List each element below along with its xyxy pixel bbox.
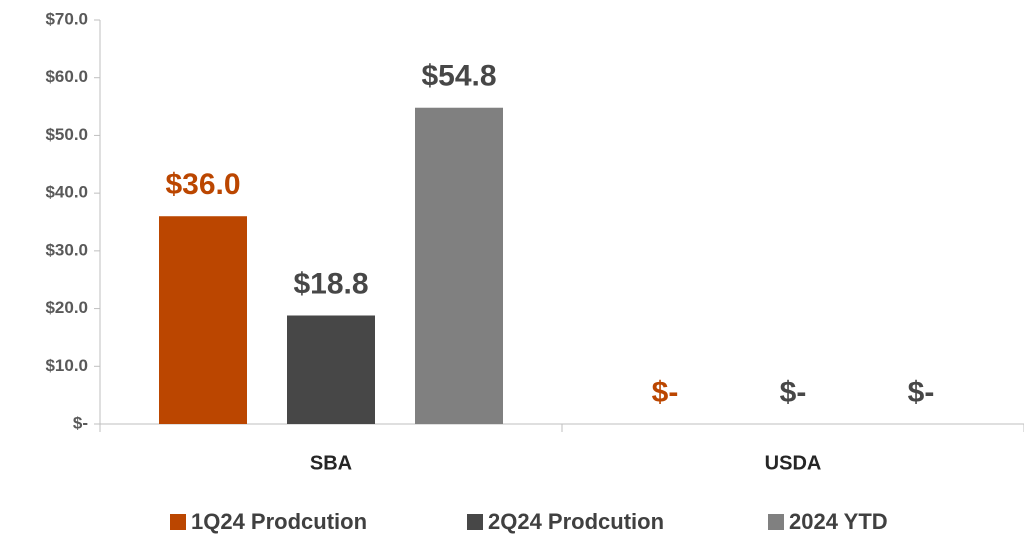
legend-label: 1Q24 Prodcution (191, 509, 367, 534)
x-tick-label: SBA (310, 452, 352, 474)
y-tick-label: $40.0 (45, 183, 88, 202)
value-label: $- (780, 376, 807, 409)
value-label: $- (652, 376, 679, 409)
legend-swatch (170, 514, 186, 530)
y-tick-label: $60.0 (45, 67, 88, 86)
value-label: $36.0 (165, 168, 240, 201)
value-label: $54.8 (421, 60, 496, 93)
x-tick-label: USDA (765, 452, 822, 474)
value-label: $18.8 (293, 267, 368, 300)
legend-label: 2Q24 Prodcution (488, 509, 664, 534)
legend-swatch (467, 514, 483, 530)
y-tick-label: $50.0 (45, 125, 88, 144)
value-label: $- (908, 376, 935, 409)
y-tick-label: $- (73, 413, 88, 432)
legend-label: 2024 YTD (789, 509, 888, 534)
y-tick-label: $20.0 (45, 298, 88, 317)
y-tick-label: $70.0 (45, 9, 88, 28)
bar (415, 107, 503, 425)
bar (287, 315, 375, 424)
y-tick-label: $30.0 (45, 240, 88, 259)
bar (159, 216, 247, 424)
legend-swatch (768, 514, 784, 530)
y-tick-label: $10.0 (45, 356, 88, 375)
